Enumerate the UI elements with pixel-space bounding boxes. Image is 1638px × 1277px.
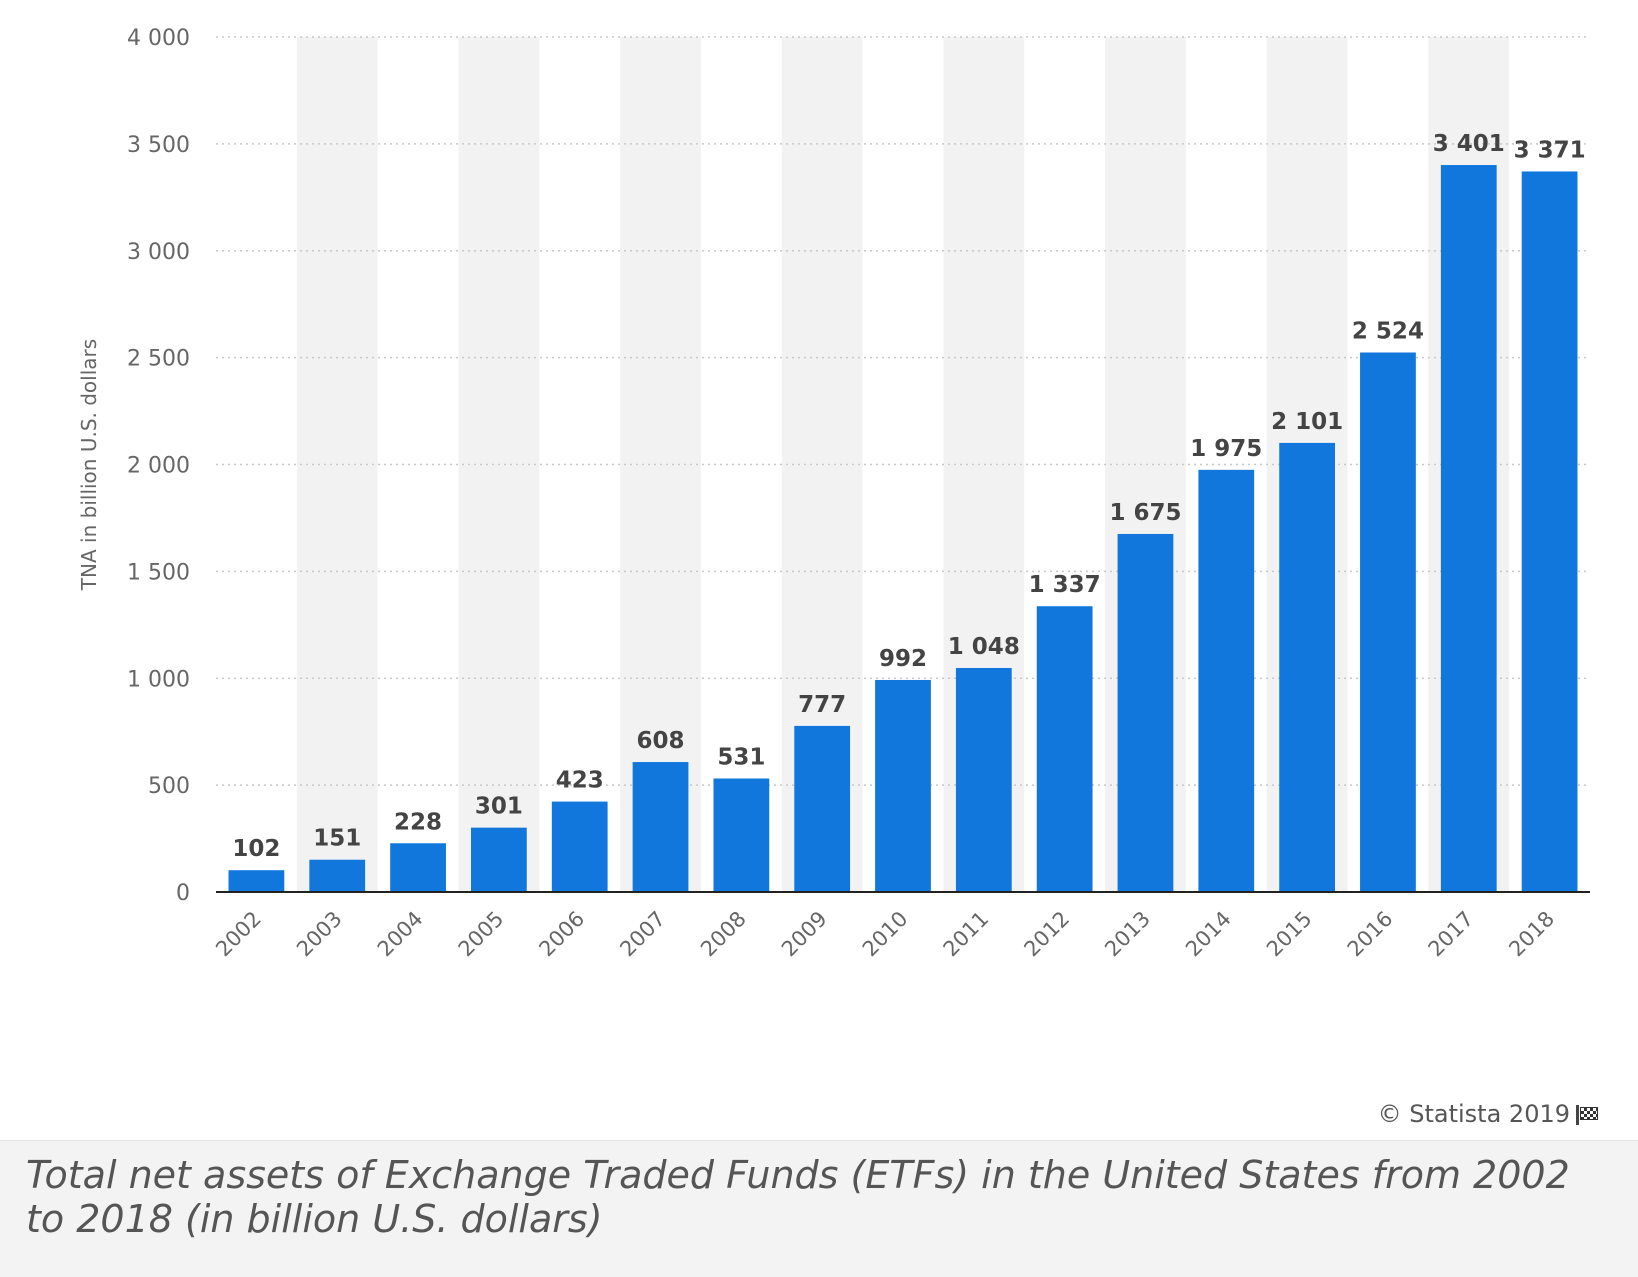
bar-2002[interactable] xyxy=(228,870,285,892)
x-tick-label-2011: 2011 xyxy=(939,907,994,962)
y-tick-label: 4 000 xyxy=(127,26,190,51)
x-tick-label-2008: 2008 xyxy=(696,907,751,962)
bar-2005[interactable] xyxy=(470,827,527,892)
source-text: © Statista 2019 xyxy=(1377,1100,1570,1128)
bar-2010[interactable] xyxy=(875,679,931,892)
y-tick-label: 500 xyxy=(148,774,190,799)
bar-2006[interactable] xyxy=(551,801,608,892)
bar-2009[interactable] xyxy=(794,725,851,892)
x-tick-label-2016: 2016 xyxy=(1343,907,1398,962)
data-label-2005: 301 xyxy=(475,794,523,820)
data-label-2004: 228 xyxy=(394,809,442,835)
flag-icon xyxy=(1576,1105,1598,1125)
data-label-2002: 102 xyxy=(232,836,280,862)
y-tick-label: 0 xyxy=(176,881,190,906)
data-label-2014: 1 975 xyxy=(1190,436,1262,462)
bar-2018[interactable] xyxy=(1521,171,1578,893)
bar-2004[interactable] xyxy=(390,843,446,892)
data-label-2009: 777 xyxy=(798,692,846,718)
bar-2017[interactable] xyxy=(1440,165,1497,892)
y-tick-label: 2 500 xyxy=(127,347,190,372)
x-axis-ticks: 2002 2003 2004 2005 2006 2007 2008 2009 2010 2011… xyxy=(211,907,1559,962)
y-tick-label: 1 500 xyxy=(127,560,190,585)
caption-bar: Total net assets of Exchange Traded Fund… xyxy=(0,1140,1638,1277)
data-label-2012: 1 337 xyxy=(1029,572,1101,598)
data-label-2006: 423 xyxy=(556,768,604,794)
y-tick-label: 1 000 xyxy=(127,667,190,692)
x-tick-label-2004: 2004 xyxy=(373,907,428,962)
bar-2013[interactable] xyxy=(1117,533,1174,892)
y-axis-title: TNA in billion U.S. dollars xyxy=(77,339,101,591)
source-credit[interactable]: © Statista 2019 xyxy=(1378,1100,1598,1128)
bar-2012[interactable] xyxy=(1036,606,1093,892)
x-tick-label-2013: 2013 xyxy=(1100,907,1155,962)
x-tick-label-2002: 2002 xyxy=(211,907,266,962)
x-tick-label-2017: 2017 xyxy=(1424,907,1479,962)
chart-caption: Total net assets of Exchange Traded Fund… xyxy=(26,1153,1570,1241)
y-axis-ticks: 0 500 1 000 1 500 2 000 2 500 3 000 3 500 4 000 xyxy=(127,26,190,906)
bar-2015[interactable] xyxy=(1279,442,1336,892)
x-tick-label-2006: 2006 xyxy=(534,907,589,962)
bar-2014[interactable] xyxy=(1198,469,1255,892)
x-tick-label-2010: 2010 xyxy=(858,907,913,962)
x-tick-label-2015: 2015 xyxy=(1262,907,1317,962)
bar-2011[interactable] xyxy=(955,667,1012,892)
y-tick-label: 3 500 xyxy=(127,133,190,158)
data-labels: 102 151 228 301 423 608 531 777 992 1 048 1 337 1 6… xyxy=(232,131,1585,862)
bars xyxy=(228,165,1578,893)
data-label-2018: 3 371 xyxy=(1514,137,1586,163)
data-label-2007: 608 xyxy=(637,728,685,754)
data-label-2013: 1 675 xyxy=(1109,500,1181,526)
data-label-2010: 992 xyxy=(879,646,927,672)
x-tick-label-2007: 2007 xyxy=(615,907,670,962)
bar-2007[interactable] xyxy=(632,762,689,892)
x-tick-label-2005: 2005 xyxy=(454,907,509,962)
data-label-2003: 151 xyxy=(313,826,361,852)
data-label-2016: 2 524 xyxy=(1352,318,1424,344)
y-tick-label: 3 000 xyxy=(127,240,190,265)
y-tick-label: 2 000 xyxy=(127,454,190,479)
x-tick-label-2009: 2009 xyxy=(777,907,832,962)
bar-2003[interactable] xyxy=(309,859,366,892)
data-label-2011: 1 048 xyxy=(948,634,1020,660)
x-tick-label-2018: 2018 xyxy=(1504,907,1559,962)
x-tick-label-2003: 2003 xyxy=(292,907,347,962)
data-label-2017: 3 401 xyxy=(1433,131,1505,157)
gridlines xyxy=(216,36,1590,786)
bar-2008[interactable] xyxy=(713,778,770,892)
bar-2016[interactable] xyxy=(1360,352,1416,892)
data-label-2008: 531 xyxy=(717,744,765,770)
data-label-2015: 2 101 xyxy=(1271,409,1343,435)
x-tick-label-2012: 2012 xyxy=(1019,907,1074,962)
x-tick-label-2014: 2014 xyxy=(1181,907,1236,962)
